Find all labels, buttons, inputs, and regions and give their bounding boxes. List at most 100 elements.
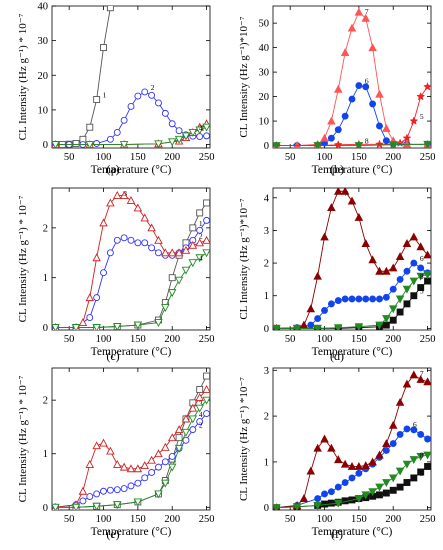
data-point-5: [396, 308, 404, 316]
data-point-3: [126, 464, 136, 473]
data-point-7: [368, 255, 377, 264]
data-point-3: [154, 449, 163, 458]
x-tick-label: 100: [96, 152, 112, 163]
series-line-4: [55, 252, 207, 328]
data-point-6: [355, 469, 363, 477]
data-point-6: [341, 479, 349, 486]
data-point-6: [327, 300, 335, 308]
data-point-3: [92, 441, 101, 450]
data-point-8: [409, 277, 419, 286]
x-axis-label: Temperature (°C): [91, 164, 172, 176]
data-point-2: [155, 99, 162, 107]
data-point-7: [354, 462, 364, 470]
data-point-3: [140, 461, 149, 469]
x-tick-label: 150: [130, 334, 146, 345]
y-tick-label: 0: [43, 503, 48, 514]
data-point-8: [313, 142, 322, 148]
data-point-3: [174, 425, 184, 434]
data-point-8: [388, 305, 398, 314]
series-number-label: 7: [344, 189, 348, 198]
data-point-2: [168, 452, 176, 460]
data-point-7: [306, 466, 316, 475]
data-point-7: [347, 462, 357, 470]
data-point-7: [361, 461, 370, 470]
series-8: [273, 140, 431, 148]
data-point-7: [340, 48, 350, 56]
data-point-3: [113, 191, 122, 199]
data-point-7: [423, 377, 431, 386]
series-8: [273, 451, 431, 510]
data-point-6: [348, 95, 356, 103]
data-point-5: [409, 116, 419, 125]
series-number-label: 5: [420, 469, 424, 478]
x-tick-label: 250: [420, 152, 436, 163]
series-line-2: [55, 413, 207, 508]
data-point-3: [133, 464, 143, 473]
data-point-7: [334, 188, 343, 195]
y-tick-label: 20: [259, 92, 270, 103]
data-point-1: [86, 123, 94, 131]
data-point-4: [52, 324, 60, 330]
y-axis-label: CL Intensity (Hz g⁻¹) * 10⁻⁷: [17, 13, 29, 140]
data-point-5: [389, 316, 397, 324]
x-tick-label: 200: [164, 334, 180, 345]
y-tick-label: 10: [259, 117, 270, 128]
data-point-8: [402, 460, 412, 469]
data-point-3: [195, 238, 204, 247]
series-number-label: 6: [420, 254, 424, 263]
data-point-7: [340, 459, 350, 468]
data-point-6: [348, 474, 356, 482]
data-point-2: [127, 482, 135, 490]
data-point-3: [161, 442, 170, 451]
data-point-8: [423, 271, 431, 279]
data-point-7: [361, 239, 370, 247]
data-point-6: [321, 306, 328, 314]
data-point-7: [388, 263, 398, 272]
series-number-label: 8: [420, 272, 424, 281]
data-point-7: [375, 266, 384, 275]
data-point-5: [423, 82, 431, 91]
x-tick-label: 200: [385, 514, 401, 525]
data-point-2: [148, 244, 156, 252]
data-point-6: [396, 275, 404, 283]
data-point-7: [395, 397, 405, 406]
data-point-2: [120, 485, 128, 493]
data-point-5: [389, 486, 397, 494]
data-point-7: [320, 434, 329, 443]
data-point-8: [273, 324, 281, 330]
data-point-4: [174, 444, 184, 453]
data-point-5: [403, 479, 411, 486]
series-number-label: 6: [365, 77, 369, 86]
data-point-2: [196, 133, 204, 141]
series-number-label: 8: [420, 451, 424, 460]
data-point-3: [106, 446, 115, 455]
series-8: [273, 271, 431, 330]
data-point-4: [161, 479, 170, 488]
panel-caption: (a): [106, 162, 119, 176]
data-point-3: [181, 245, 191, 254]
x-tick-label: 200: [164, 514, 180, 525]
data-point-4: [188, 259, 198, 268]
y-tick-label: 40: [38, 2, 49, 13]
data-point-5: [396, 483, 404, 491]
panel-caption: (e): [106, 527, 119, 541]
data-point-8: [409, 456, 419, 465]
data-point-7: [402, 379, 412, 388]
plot-frame: [272, 367, 432, 511]
data-point-3: [195, 393, 204, 401]
data-point-2: [203, 410, 210, 417]
data-point-6: [362, 295, 370, 303]
data-point-8: [292, 324, 302, 330]
data-point-6: [355, 295, 363, 303]
data-point-4: [133, 498, 143, 507]
y-tick-label: 1: [264, 457, 269, 468]
panel-a: 501001502002500102030401234Temperature (…: [17, 2, 214, 177]
data-point-3: [78, 486, 88, 495]
data-point-2: [79, 497, 87, 505]
data-point-1: [100, 44, 107, 52]
data-point-3: [106, 198, 115, 207]
data-point-4: [195, 254, 204, 263]
data-point-6: [417, 264, 425, 272]
data-point-6: [334, 297, 342, 305]
series-5: [273, 82, 431, 148]
